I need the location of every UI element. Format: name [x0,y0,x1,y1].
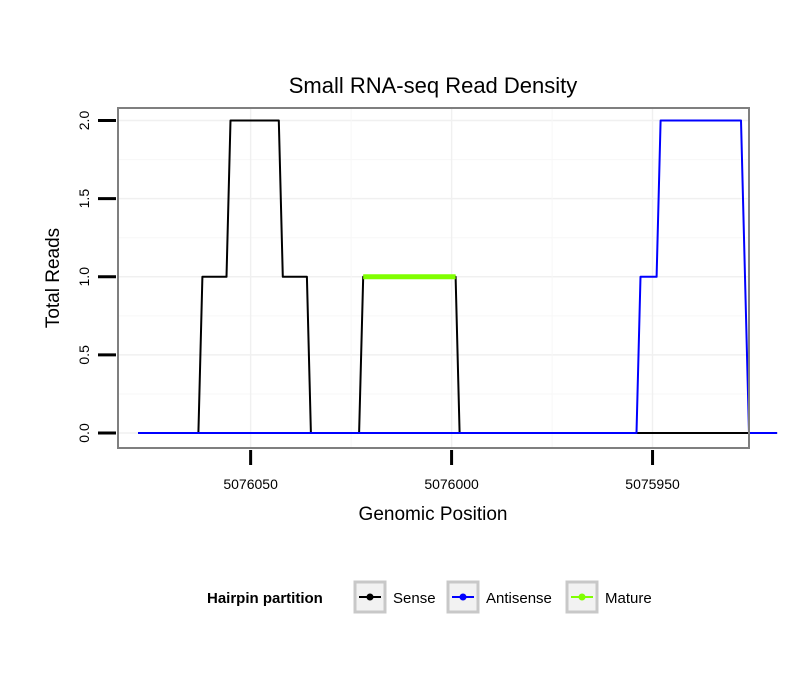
legend-items: Sense Antisense Mature [353,580,652,614]
legend-title: Hairpin partition [207,590,323,607]
x-axis: 5076050 5076000 5075950 [223,450,680,492]
x-tick-label: 5075950 [625,476,680,492]
legend-label-mature: Mature [605,590,652,607]
y-tick-label: 1.5 [76,189,92,209]
plot-border [117,107,750,449]
legend-key-box [565,580,599,614]
y-tick-label: 0.0 [76,423,92,443]
legend: Hairpin partition Sense Antisense Mature [207,580,652,614]
series-line-antisense [138,119,778,434]
legend-key-dot [578,593,586,601]
y-tick-label: 2.0 [76,111,92,131]
x-tick-label: 5076000 [424,476,479,492]
y-axis-label: Total Reads [43,228,64,328]
chart-title: Small RNA-seq Read Density [289,73,578,98]
x-axis-label: Genomic Position [359,504,508,525]
x-tick-label: 5076050 [223,476,278,492]
legend-key-dot [459,593,467,601]
legend-label-antisense: Antisense [486,590,552,607]
y-tick-label: 0.5 [76,345,92,365]
y-axis: 0.0 0.5 1.0 1.5 2.0 [76,111,116,443]
y-tick-label: 1.0 [76,267,92,287]
legend-label-sense: Sense [393,590,436,607]
series-group [138,119,778,434]
legend-key-dot [366,593,374,601]
